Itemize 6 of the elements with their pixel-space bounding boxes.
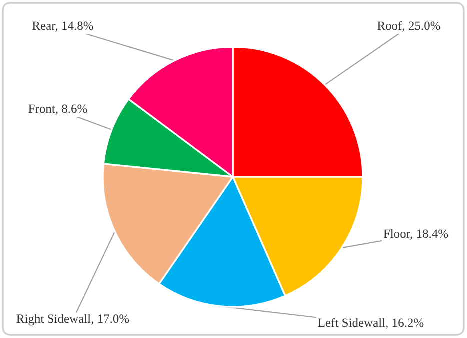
slice-label: Right Sidewall, 17.0% <box>16 314 130 326</box>
slice-label: Left Sidewall, 16.2% <box>318 318 424 329</box>
slice-label: Floor, 18.4% <box>384 229 448 240</box>
slice-label: Front, 8.6% <box>28 104 88 115</box>
slice-label: Roof, 25.0% <box>378 21 440 32</box>
slice-label: Rear, 14.8% <box>32 22 94 32</box>
